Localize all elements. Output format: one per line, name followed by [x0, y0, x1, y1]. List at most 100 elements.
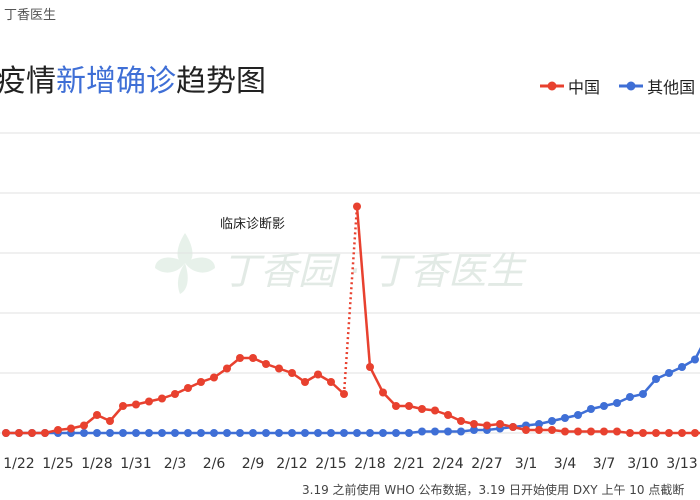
title-suffix: 趋势图 [176, 64, 266, 99]
data-point [106, 417, 114, 425]
x-tick-label: 1/28 [81, 456, 112, 472]
data-point [2, 429, 10, 437]
data-point [366, 363, 374, 371]
chart-grid [0, 132, 700, 434]
brand-label: 丁香医生 [4, 8, 57, 23]
x-tick-label: 2/27 [471, 456, 502, 472]
series-line-segment [355, 206, 372, 368]
data-point [158, 394, 166, 403]
data-point [171, 390, 179, 398]
data-point [353, 202, 361, 211]
series-line-segment [693, 346, 700, 361]
data-point [119, 402, 127, 410]
data-point [223, 429, 231, 437]
data-point [80, 421, 88, 430]
legend-item-other[interactable]: 其他国 [619, 74, 695, 98]
data-point [483, 421, 491, 430]
data-point [444, 427, 452, 436]
series-china [2, 202, 700, 437]
data-point [41, 429, 49, 437]
data-point [392, 402, 400, 410]
legend-label-other: 其他国 [647, 78, 696, 97]
x-tick-label: 1/22 [3, 456, 34, 472]
data-point [171, 429, 179, 437]
data-point [587, 427, 595, 436]
data-point [639, 390, 647, 398]
data-point [54, 426, 62, 434]
data-point [600, 402, 608, 410]
data-point [652, 375, 660, 383]
data-point [652, 429, 660, 437]
data-point [405, 402, 413, 410]
data-point [353, 429, 361, 437]
x-tick-label: 3/7 [593, 456, 616, 472]
footnote: 3.19 之前使用 WHO 公布数据，3.19 日开始使用 DXY 上午 10 … [302, 483, 685, 497]
data-point [457, 417, 465, 425]
data-point [600, 427, 608, 436]
data-point [691, 355, 699, 364]
x-tick-label: 1/25 [42, 456, 73, 472]
data-point [158, 429, 166, 437]
data-point [262, 360, 270, 368]
data-point [509, 423, 517, 431]
series-other [2, 346, 700, 437]
data-point [145, 397, 153, 406]
data-point [665, 369, 673, 377]
data-point [28, 429, 36, 437]
data-point [574, 411, 582, 419]
data-point [405, 429, 413, 437]
legend-item-china[interactable]: 中国 [540, 74, 600, 98]
series-line-segment [342, 206, 359, 395]
data-point [379, 429, 387, 437]
data-point [496, 420, 504, 428]
x-tick-label: 2/24 [432, 456, 464, 472]
data-point [431, 406, 439, 415]
data-point [678, 429, 686, 437]
x-tick-label: 3/13 [666, 456, 697, 472]
series-group [2, 202, 700, 437]
data-point [145, 429, 153, 437]
x-tick-label: 3/10 [627, 456, 658, 472]
data-point [535, 420, 543, 428]
data-point [314, 370, 322, 379]
x-tick-label: 2/6 [203, 456, 226, 472]
x-tick-label: 2/18 [354, 456, 385, 472]
data-point [444, 411, 452, 419]
data-point [249, 354, 257, 362]
data-point [522, 426, 530, 434]
data-point [15, 429, 23, 437]
watermark-text: 丁香园 · 丁香医生 [222, 249, 525, 293]
data-point [470, 420, 478, 428]
data-point [210, 429, 218, 437]
trend-chart: 1/22 1/25 1/28 1/31 2/3 2/6 2/9 2/12 2/15 2/18 2/2… [0, 132, 700, 472]
data-point [93, 429, 101, 437]
data-point [93, 411, 101, 419]
data-point [314, 429, 322, 437]
x-tick-label: 2/9 [242, 456, 265, 472]
data-point [80, 429, 88, 437]
data-point [340, 429, 348, 437]
data-point [418, 405, 426, 413]
data-point [561, 427, 569, 436]
data-point [106, 429, 114, 437]
data-point [288, 429, 296, 437]
data-point [626, 393, 634, 401]
x-tick-label: 3/1 [515, 456, 538, 472]
data-point [665, 429, 673, 437]
data-point [132, 400, 140, 409]
title-highlight: 新增确诊 [56, 64, 176, 99]
data-point [119, 429, 127, 437]
data-point [301, 429, 309, 437]
data-point [691, 429, 699, 437]
x-tick-label: 2/21 [393, 456, 424, 472]
data-point [574, 427, 582, 436]
x-tick-label: 1/31 [120, 456, 151, 472]
data-point [678, 363, 686, 371]
data-point [327, 378, 335, 386]
x-tick-label: 2/12 [276, 456, 307, 472]
data-point [184, 384, 192, 392]
data-point [340, 390, 348, 398]
legend-marker-other [619, 81, 644, 91]
x-tick-label: 3/4 [554, 456, 577, 472]
series-line-segment [368, 366, 385, 394]
